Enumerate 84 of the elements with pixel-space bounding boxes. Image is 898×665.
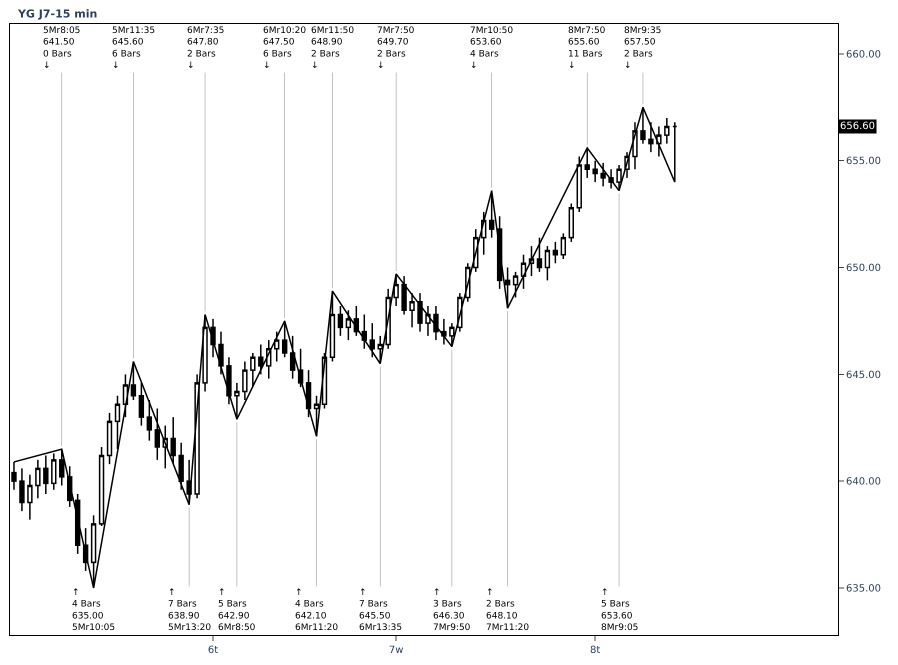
candlestick — [170, 416, 176, 465]
candlestick — [154, 408, 160, 461]
candlestick — [433, 305, 439, 341]
y-tick-label: 655.00 — [846, 156, 881, 168]
candlestick — [27, 474, 33, 520]
candlestick — [401, 275, 407, 316]
candlestick — [178, 442, 184, 490]
y-tick-label: 660.00 — [846, 49, 881, 60]
candlestick — [146, 399, 152, 442]
candlestick — [298, 348, 304, 388]
candlestick — [35, 459, 41, 500]
annotation: ↑ 4 Bars 635.00 5Mr10:05 — [72, 588, 116, 634]
annotation: 6Mr10:20 647.50 6 Bars ↓ — [263, 26, 306, 72]
annotation: ↑ 3 Bars 646.30 7Mr9:50 — [433, 588, 471, 634]
annotation: ↑ 5 Bars 653.60 8Mr9:05 — [601, 588, 638, 634]
candlestick — [417, 292, 423, 332]
candlestick — [354, 305, 360, 337]
candlestick — [59, 448, 64, 486]
candlestick — [600, 162, 606, 188]
candlestick — [19, 468, 25, 512]
candlestick — [616, 164, 622, 192]
x-tick-label: 8t — [590, 645, 600, 656]
candlestick — [648, 122, 654, 153]
candlestick — [552, 241, 558, 264]
candlestick — [393, 273, 399, 307]
candlestick — [114, 394, 120, 450]
annotation: 5Mr11:35 645.60 6 Bars ↓ — [112, 26, 156, 72]
candlestick — [242, 360, 248, 401]
candlestick — [306, 369, 312, 418]
candlestick — [576, 156, 582, 213]
candlestick — [568, 202, 574, 243]
annotation: 5Mr8:05 641.50 0 Bars ↓ — [43, 26, 80, 72]
candlestick — [370, 322, 375, 358]
annotation: 6Mr11:50 648.90 2 Bars ↓ — [311, 26, 354, 72]
annotation: 7Mr10:50 653.60 4 Bars ↓ — [470, 26, 514, 72]
candlestick — [98, 446, 104, 527]
candlestick — [362, 314, 367, 350]
candlestick — [74, 493, 80, 555]
candlestick — [544, 245, 550, 282]
candlestick — [226, 356, 232, 406]
candlestick — [560, 232, 566, 260]
candlestick — [218, 330, 224, 376]
candlestick — [592, 160, 598, 183]
annotation: 6Mr7:35 647.80 2 Bars ↓ — [187, 26, 224, 72]
annotation: ↑ 4 Bars 642.10 6Mr11:20 — [295, 588, 338, 634]
candlestick — [608, 168, 614, 190]
candlestick — [258, 344, 264, 376]
candlestick — [82, 527, 88, 572]
candlestick — [520, 254, 526, 290]
candlestick — [51, 452, 56, 490]
candlestick — [536, 236, 542, 273]
x-tick-label: 6t — [208, 645, 218, 656]
candlestick — [409, 292, 415, 328]
candlestick — [106, 412, 112, 465]
y-tick-label: 650.00 — [846, 263, 881, 274]
candlestick — [656, 126, 662, 158]
candlestick — [338, 305, 344, 337]
annotation: 656.60 — [840, 121, 875, 132]
candlestick — [250, 352, 256, 388]
candlestick — [512, 271, 518, 298]
candlestick — [346, 310, 352, 341]
chart-title: YG J7-15 min — [16, 8, 98, 21]
annotation: ↑ 7 Bars 638.90 5Mr13:20 — [168, 588, 212, 634]
y-tick-label: 635.00 — [846, 584, 881, 594]
x-tick-label: 7w — [388, 645, 404, 656]
annotation: ↑ 5 Bars 642.90 6Mr8:50 — [218, 588, 256, 634]
candlestick — [441, 318, 447, 346]
annotation: 7Mr7:50 649.70 2 Bars ↓ — [377, 26, 415, 72]
candlestick — [234, 382, 240, 420]
annotation: 8Mr7:50 655.60 11 Bars ↓ — [568, 26, 606, 72]
candlestick — [290, 335, 296, 380]
candlestick — [664, 117, 670, 144]
candlestick — [138, 382, 144, 426]
candlestick — [274, 330, 280, 362]
candlestick — [528, 245, 534, 277]
annotation: 8Mr9:35 657.50 2 Bars ↓ — [624, 26, 662, 72]
annotation: ↑ 2 Bars 648.10 7Mr11:20 — [486, 588, 530, 634]
candlestick — [378, 335, 383, 364]
annotation: ↑ 7 Bars 645.50 6Mr13:35 — [359, 588, 402, 634]
candlestick — [425, 305, 431, 337]
candlestick — [449, 322, 455, 348]
y-tick-label: 645.00 — [846, 370, 881, 381]
y-tick-label: 640.00 — [846, 476, 881, 488]
candlestick — [43, 454, 49, 495]
